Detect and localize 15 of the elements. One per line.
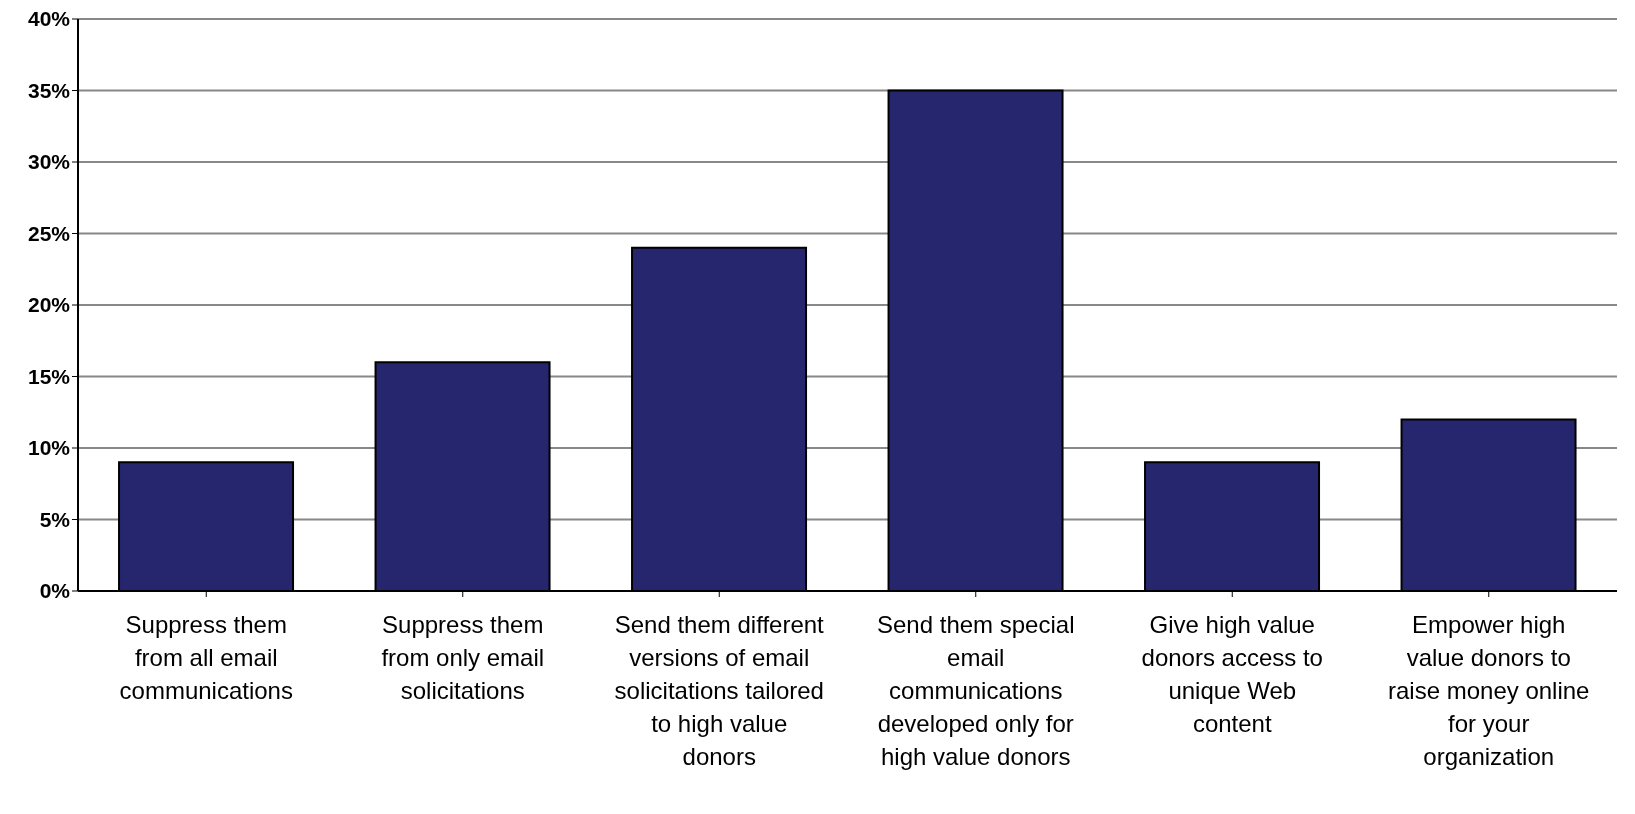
y-tick-label: 40% — [27, 7, 71, 31]
x-tick-label: Empower high value donors to raise money online for your organization — [1388, 611, 1590, 770]
y-tick-label: 0% — [39, 579, 71, 603]
y-tick-label: 20% — [27, 293, 71, 317]
y-tick-label: 35% — [27, 78, 71, 102]
y-tick-label: 15% — [27, 364, 71, 388]
x-tick-label: Send them special email communications developed only for high value donors — [877, 611, 1075, 770]
x-tick-label: Suppress them from all email communications — [119, 611, 293, 704]
x-tick-label: Give high value donors access to unique Web content — [1141, 611, 1323, 737]
x-tick-label: Send them different versions of email solicitations tailored to high value donors — [614, 611, 825, 770]
y-tick-label: 30% — [27, 150, 71, 174]
y-tick-label: 10% — [27, 436, 71, 460]
x-tick-label: Suppress them from only email solicitations — [381, 611, 545, 704]
y-tick-label: 25% — [27, 221, 71, 245]
y-tick-label: 5% — [39, 507, 71, 531]
